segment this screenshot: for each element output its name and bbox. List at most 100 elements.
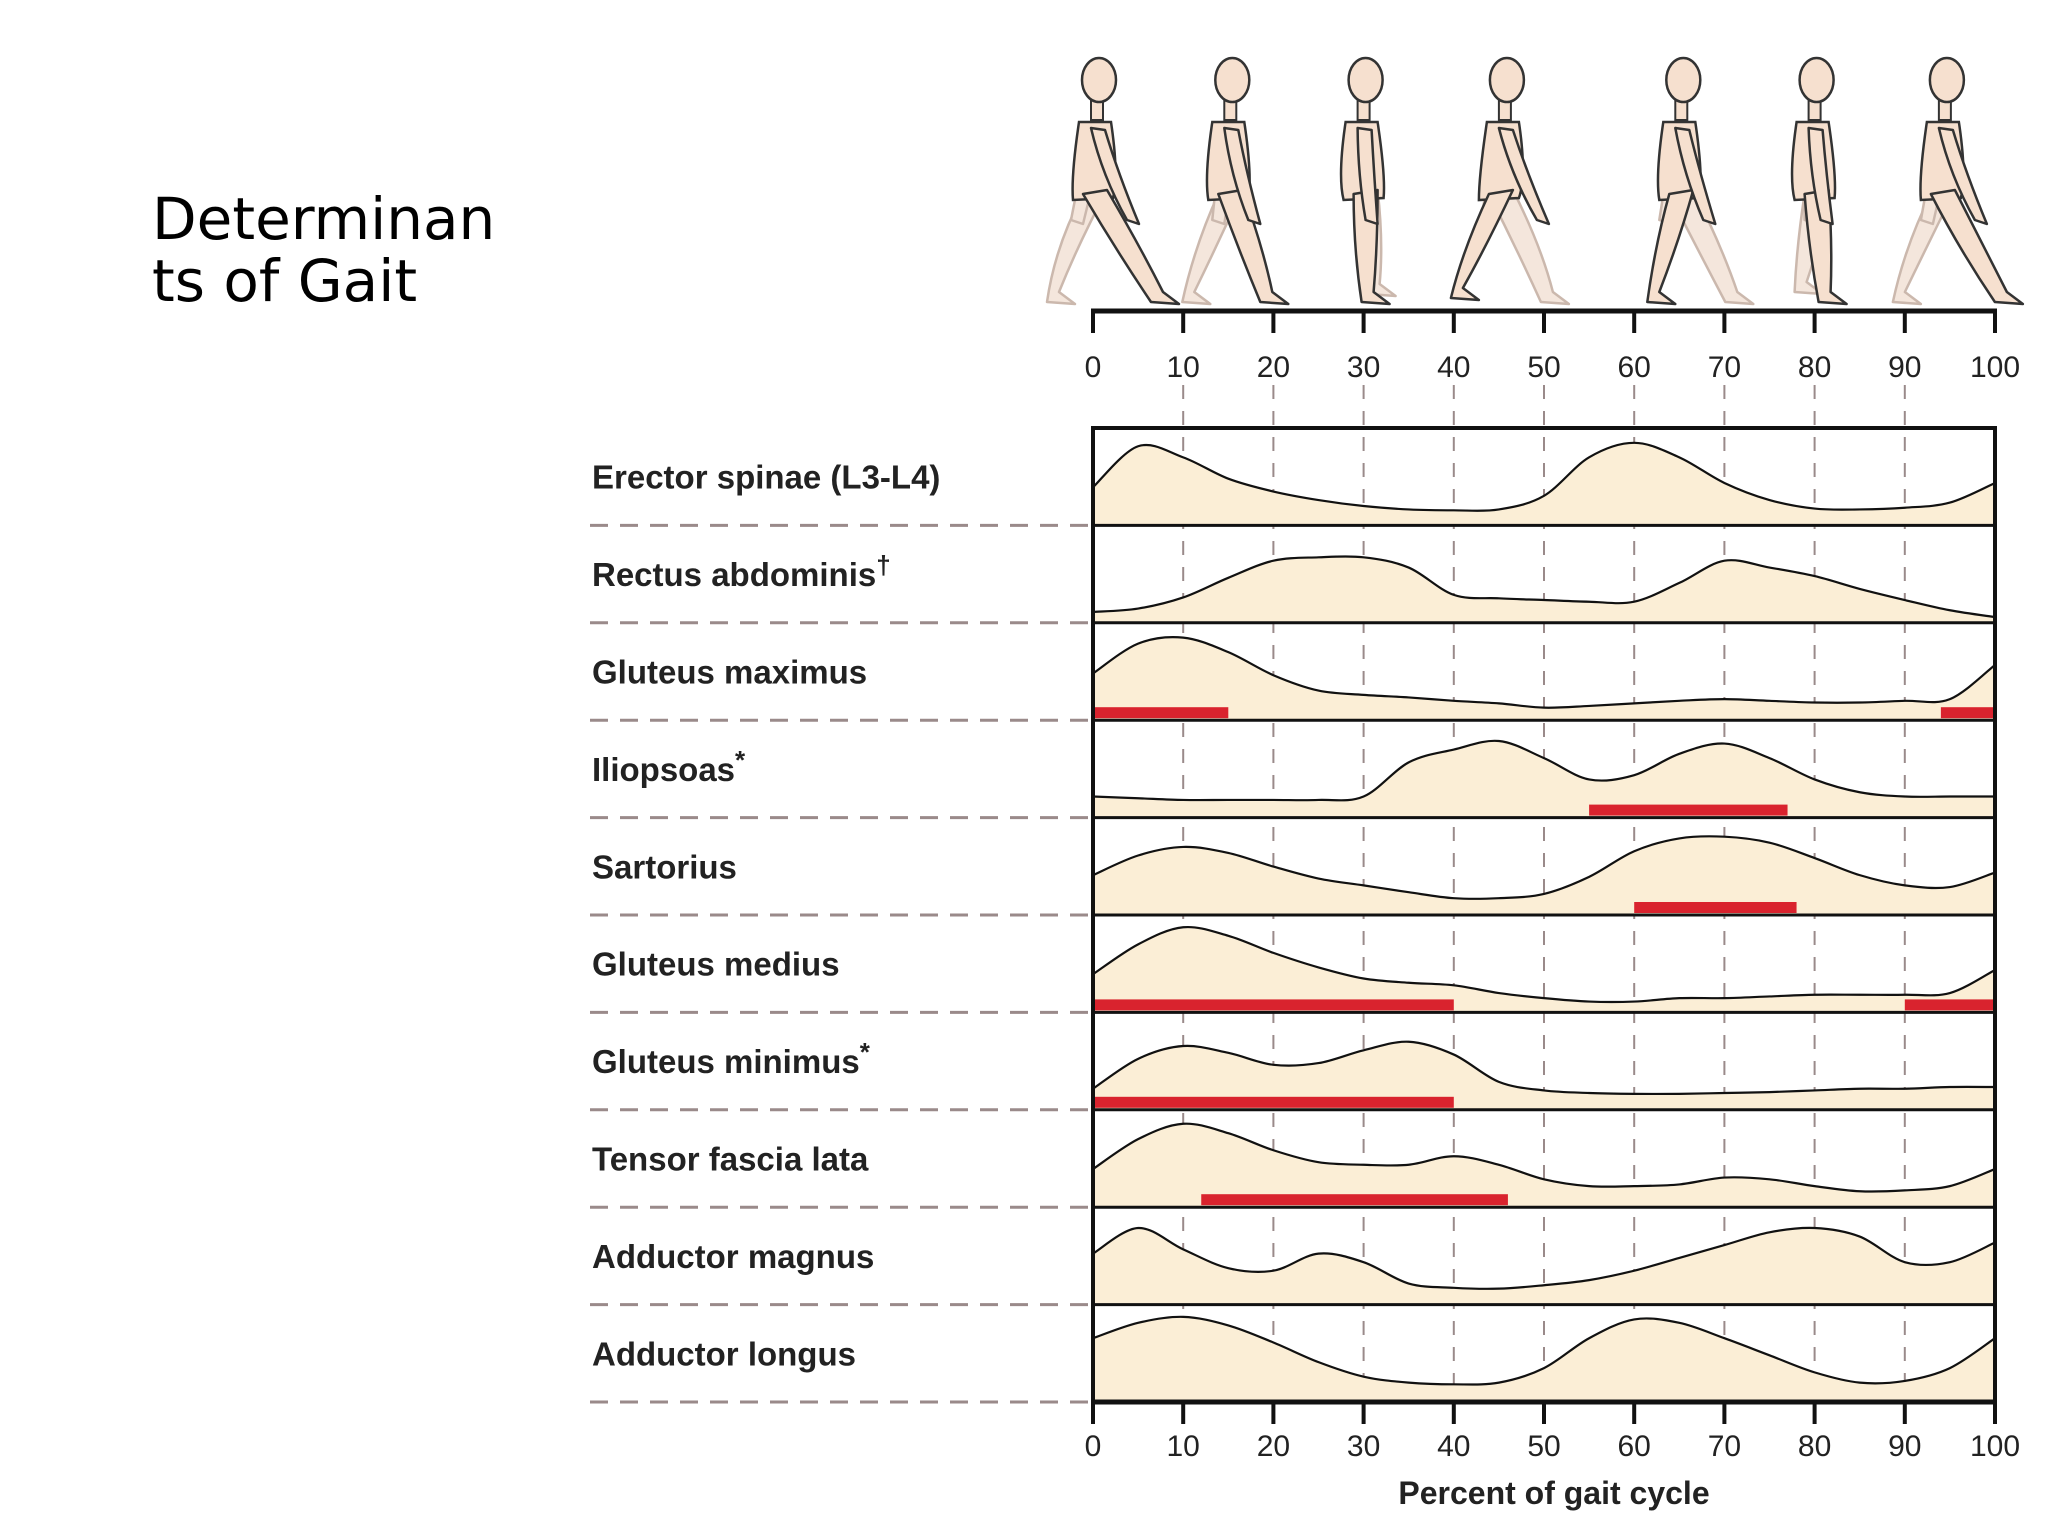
muscle-superscript: * xyxy=(860,1037,871,1067)
muscle-label: Adductor longus xyxy=(592,1335,856,1372)
tick-label: 100 xyxy=(1970,351,2020,384)
x-axis-label: Percent of gait cycle xyxy=(1398,1475,1709,1511)
emg-curve xyxy=(1092,1040,1996,1096)
walking-figure xyxy=(1045,56,1181,306)
tick-label: 70 xyxy=(1708,1430,1741,1463)
activity-bar xyxy=(1940,707,1995,719)
head-shape xyxy=(1080,56,1118,104)
muscle-label: Erector spinae (L3-L4) xyxy=(592,459,940,496)
muscle-name: Tensor fascia lata xyxy=(592,1141,869,1178)
muscle-label: Gluteus minimus* xyxy=(592,1037,871,1080)
muscle-row: Rectus abdominis† xyxy=(590,550,1996,625)
leg-shape xyxy=(1449,188,1515,302)
muscle-name: Erector spinae (L3-L4) xyxy=(592,459,940,496)
emg-curve xyxy=(1092,636,1996,709)
muscle-label: Sartorius xyxy=(592,848,737,885)
arm-shape xyxy=(1356,126,1379,226)
muscle-label: Tensor fascia lata xyxy=(592,1141,869,1178)
slide-title: Determinants of Gait xyxy=(152,185,496,315)
muscle-row: Adductor longus xyxy=(590,1315,1996,1404)
vertical-guides xyxy=(1182,385,1906,1402)
activity-bar xyxy=(1093,999,1454,1011)
walking-figure xyxy=(1339,56,1397,306)
muscle-row: Adductor magnus xyxy=(590,1226,1996,1307)
muscle-name: Adductor longus xyxy=(592,1335,856,1372)
activity-bar xyxy=(1634,902,1797,913)
tick-label: 50 xyxy=(1527,1430,1560,1463)
emg-curve xyxy=(1092,835,1996,900)
tick-label: 60 xyxy=(1618,1430,1651,1463)
tick-label: 80 xyxy=(1798,351,1831,384)
muscle-rows: Erector spinae (L3-L4) Rectus abdominis† G… xyxy=(590,426,1997,1404)
emg-area xyxy=(1093,836,1995,915)
leg-shape xyxy=(1487,188,1571,306)
emg-area xyxy=(1093,1123,1995,1208)
leg-shape xyxy=(1081,188,1181,306)
arm-shape xyxy=(1223,126,1262,226)
muscle-label: Gluteus maximus xyxy=(592,654,867,691)
tick-label: 30 xyxy=(1347,351,1380,384)
tick-label: 40 xyxy=(1437,1430,1470,1463)
leg-shape xyxy=(1646,188,1695,306)
muscle-row: Gluteus maximus xyxy=(590,636,1996,722)
tick-label: 40 xyxy=(1437,351,1470,384)
walking-figure xyxy=(1646,56,1755,306)
emg-area xyxy=(1093,556,1995,623)
muscle-label: Rectus abdominis† xyxy=(592,550,891,593)
tick-label: 90 xyxy=(1888,1430,1921,1463)
muscle-row: Sartorius xyxy=(590,835,1996,917)
arm-shape xyxy=(1674,126,1717,226)
leg-shape xyxy=(1045,188,1109,306)
muscle-name: Adductor magnus xyxy=(592,1238,874,1275)
activity-bar xyxy=(1589,804,1788,816)
muscle-name: Gluteus maximus xyxy=(592,654,867,691)
leg-shape xyxy=(1929,188,2025,306)
tick-label: 20 xyxy=(1257,1430,1290,1463)
head-shape xyxy=(1798,56,1835,104)
tick-label: 0 xyxy=(1085,1430,1102,1463)
muscle-name: Iliopsoas xyxy=(592,751,735,788)
walking-figure xyxy=(1790,56,1848,306)
tick-label: 10 xyxy=(1167,1430,1200,1463)
arm-shape xyxy=(1497,126,1551,226)
activity-bar xyxy=(1093,1096,1454,1108)
muscle-label: Iliopsoas* xyxy=(592,745,746,788)
activity-bar xyxy=(1201,1194,1508,1206)
muscle-row: Tensor fascia lata xyxy=(590,1122,1996,1209)
head-shape xyxy=(1488,56,1526,104)
emg-curve xyxy=(1092,739,1995,802)
activity-bar xyxy=(1093,707,1229,719)
tick-label: 20 xyxy=(1257,351,1290,384)
emg-curve xyxy=(1092,1315,1996,1386)
emg-area xyxy=(1093,1227,1995,1305)
arm-shape xyxy=(1937,126,1989,226)
tick-label: 30 xyxy=(1347,1430,1380,1463)
arm-shape xyxy=(1089,126,1141,226)
muscle-label: Adductor magnus xyxy=(592,1238,874,1275)
muscle-row: Gluteus medius xyxy=(590,925,1996,1014)
muscle-label: Gluteus medius xyxy=(592,946,840,983)
bottom-axis: 0 10 20 30 40 50 60 70 80 90 100 xyxy=(1085,1399,2020,1463)
muscle-row: Erector spinae (L3-L4) xyxy=(590,441,1996,527)
walking-figure xyxy=(1181,56,1290,306)
tick-label: 60 xyxy=(1618,351,1651,384)
muscle-name: Gluteus minimus xyxy=(592,1043,860,1080)
emg-area xyxy=(1093,637,1995,721)
emg-curve xyxy=(1092,925,1996,1004)
tick-label: 80 xyxy=(1798,1430,1831,1463)
emg-area xyxy=(1093,442,1995,526)
emg-curve xyxy=(1092,555,1996,619)
muscle-name: Gluteus medius xyxy=(592,946,840,983)
muscle-name: Rectus abdominis xyxy=(592,556,876,593)
tick-label: 0 xyxy=(1085,351,1102,384)
tick-label: 90 xyxy=(1888,351,1921,384)
emg-area xyxy=(1093,740,1995,818)
tick-label: 50 xyxy=(1527,351,1560,384)
emg-curve xyxy=(1092,441,1996,512)
emg-curve xyxy=(1092,1226,1996,1290)
muscle-superscript: † xyxy=(876,550,890,580)
head-shape xyxy=(1928,56,1966,104)
head-shape xyxy=(1347,56,1384,104)
tick-label: 100 xyxy=(1970,1430,2020,1463)
